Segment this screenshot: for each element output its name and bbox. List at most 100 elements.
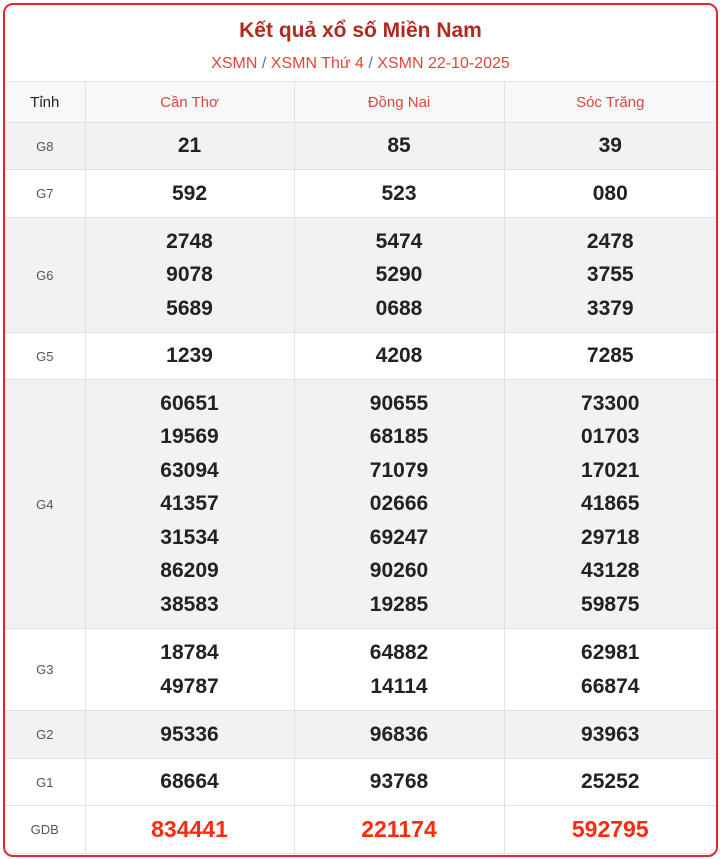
prize-label: G1 — [5, 758, 86, 806]
prize-label: GDB — [5, 805, 86, 854]
prize-cell: 64882 14114 — [293, 628, 505, 711]
prize-number: 5290 — [375, 263, 423, 287]
prize-number: 01703 — [581, 425, 640, 449]
prize-number: 71079 — [369, 458, 429, 482]
breadcrumb-xsmn-weekday[interactable]: XSMN Thứ 4 — [270, 55, 364, 72]
prize-cell: 2478 3755 3379 — [503, 217, 716, 333]
prize-number: 60651 — [160, 391, 219, 415]
prize-cell: 39 — [503, 122, 716, 170]
prize-row-g5: G5 1239 4208 7285 — [5, 332, 716, 380]
prize-cell: 1239 — [84, 332, 295, 380]
province-header[interactable]: Đồng Nai — [293, 81, 505, 123]
prize-number: 3755 — [586, 263, 634, 287]
prize-number: 29718 — [581, 525, 640, 549]
prize-number: 19569 — [160, 425, 219, 449]
breadcrumb-separator: / — [368, 55, 373, 72]
prize-number: 93963 — [581, 722, 640, 746]
prize-number: 31534 — [160, 525, 219, 549]
prize-label: G4 — [5, 379, 86, 629]
prize-cell: 21 — [84, 122, 295, 170]
prize-row-g6: G6 2748 9078 5689 5474 5290 0688 2478 3755 3379 — [5, 217, 716, 333]
province-header[interactable]: Cần Thơ — [84, 81, 295, 123]
prize-cell: 25252 — [503, 758, 716, 806]
prize-number: 63094 — [160, 458, 219, 482]
prize-number: 25252 — [581, 770, 640, 794]
prize-cell: 834441 — [84, 805, 295, 854]
prize-cell: 2748 9078 5689 — [84, 217, 295, 333]
prize-number: 0688 — [375, 296, 423, 320]
prize-number: 14114 — [370, 674, 428, 698]
prize-number: 85 — [387, 134, 411, 158]
prize-cell: 7285 — [503, 332, 716, 380]
prize-row-g8: G8 21 85 39 — [5, 122, 716, 170]
prize-number: 592 — [171, 181, 208, 205]
prize-cell: 592 — [84, 169, 295, 218]
prize-cell: 90655 68185 71079 02666 69247 90260 19285 — [293, 379, 505, 629]
breadcrumb: XSMN / XSMN Thứ 4 / XSMN 22-10-2025 — [5, 55, 716, 73]
prize-cell: 93768 — [293, 758, 505, 806]
prize-number: 93768 — [369, 770, 429, 794]
prize-row-gdb: GDB 834441 221174 592795 — [5, 805, 716, 854]
results-card: Kết quả xổ số Miền Nam XSMN / XSMN Thứ 4… — [3, 3, 718, 857]
prize-number: 5689 — [166, 296, 213, 320]
prize-number: 21 — [177, 134, 202, 158]
prize-cell: 523 — [293, 169, 505, 218]
special-prize-number: 834441 — [151, 815, 228, 842]
province-header[interactable]: Sóc Trăng — [503, 81, 716, 123]
prize-number: 3379 — [586, 296, 634, 320]
breadcrumb-separator: / — [261, 55, 267, 72]
prize-number: 41357 — [160, 492, 219, 516]
prize-number: 080 — [592, 181, 628, 205]
breadcrumb-xsmn-date[interactable]: XSMN 22-10-2025 — [377, 55, 510, 72]
page-title: Kết quả xổ số Miền Nam — [239, 19, 482, 42]
prize-cell: 95336 — [84, 710, 295, 759]
prize-row-g7: G7 592 523 080 — [5, 169, 716, 218]
prize-cell: 592795 — [503, 805, 716, 854]
prize-number: 1239 — [166, 344, 213, 368]
prize-cell: 68664 — [84, 758, 295, 806]
prize-number: 96836 — [369, 722, 429, 746]
prize-cell: 62981 66874 — [503, 628, 716, 711]
prize-number: 66874 — [581, 674, 640, 698]
prize-number: 19285 — [369, 592, 429, 616]
prize-cell: 96836 — [293, 710, 505, 759]
special-prize-number: 221174 — [361, 815, 437, 842]
prize-row-g3: G3 18784 49787 64882 14114 62981 66874 — [5, 628, 716, 711]
prize-number: 7285 — [586, 344, 634, 368]
special-prize-number: 592795 — [571, 815, 649, 842]
prize-label: G8 — [5, 122, 86, 170]
prize-number: 90260 — [369, 559, 429, 583]
prize-cell: 18784 49787 — [84, 628, 295, 711]
prize-number: 02666 — [369, 492, 429, 516]
prize-number: 9078 — [166, 263, 213, 287]
prize-row-g4: G4 60651 19569 63094 41357 31534 86209 38583 906… — [5, 379, 716, 629]
prize-number: 64882 — [369, 641, 429, 664]
results-table: Tỉnh Cần Thơ Đồng Nai Sóc Trăng G8 21 85 39… — [5, 81, 716, 854]
prize-number: 38583 — [160, 592, 219, 616]
prize-cell: 73300 01703 17021 41865 29718 43128 59875 — [503, 379, 716, 629]
prize-number: 5474 — [375, 229, 423, 253]
prize-number: 68185 — [369, 425, 429, 449]
prize-cell: 221174 — [293, 805, 505, 854]
prize-number: 68664 — [160, 770, 219, 794]
prize-row-g1: G1 68664 93768 25252 — [5, 758, 716, 806]
prize-label: G7 — [5, 169, 86, 218]
prize-cell: 5474 5290 0688 — [293, 217, 505, 333]
prize-number: 73300 — [581, 391, 640, 415]
prize-number: 86209 — [160, 559, 219, 583]
prize-label: G5 — [5, 332, 86, 380]
prize-number: 18784 — [160, 641, 219, 664]
prize-number: 2478 — [586, 229, 634, 253]
prize-cell: 60651 19569 63094 41357 31534 86209 38583 — [84, 379, 295, 629]
prize-number: 2748 — [166, 229, 213, 253]
province-header-label: Tỉnh — [5, 81, 86, 123]
prize-number: 59875 — [581, 592, 640, 616]
prize-cell: 85 — [293, 122, 505, 170]
prize-number: 95336 — [160, 722, 219, 746]
prize-number: 39 — [598, 134, 622, 158]
prize-cell: 080 — [503, 169, 716, 218]
breadcrumb-xsmn[interactable]: XSMN — [211, 55, 258, 72]
prize-number: 62981 — [581, 641, 640, 664]
prize-number: 4208 — [375, 344, 423, 368]
prize-row-g2: G2 95336 96836 93963 — [5, 710, 716, 759]
